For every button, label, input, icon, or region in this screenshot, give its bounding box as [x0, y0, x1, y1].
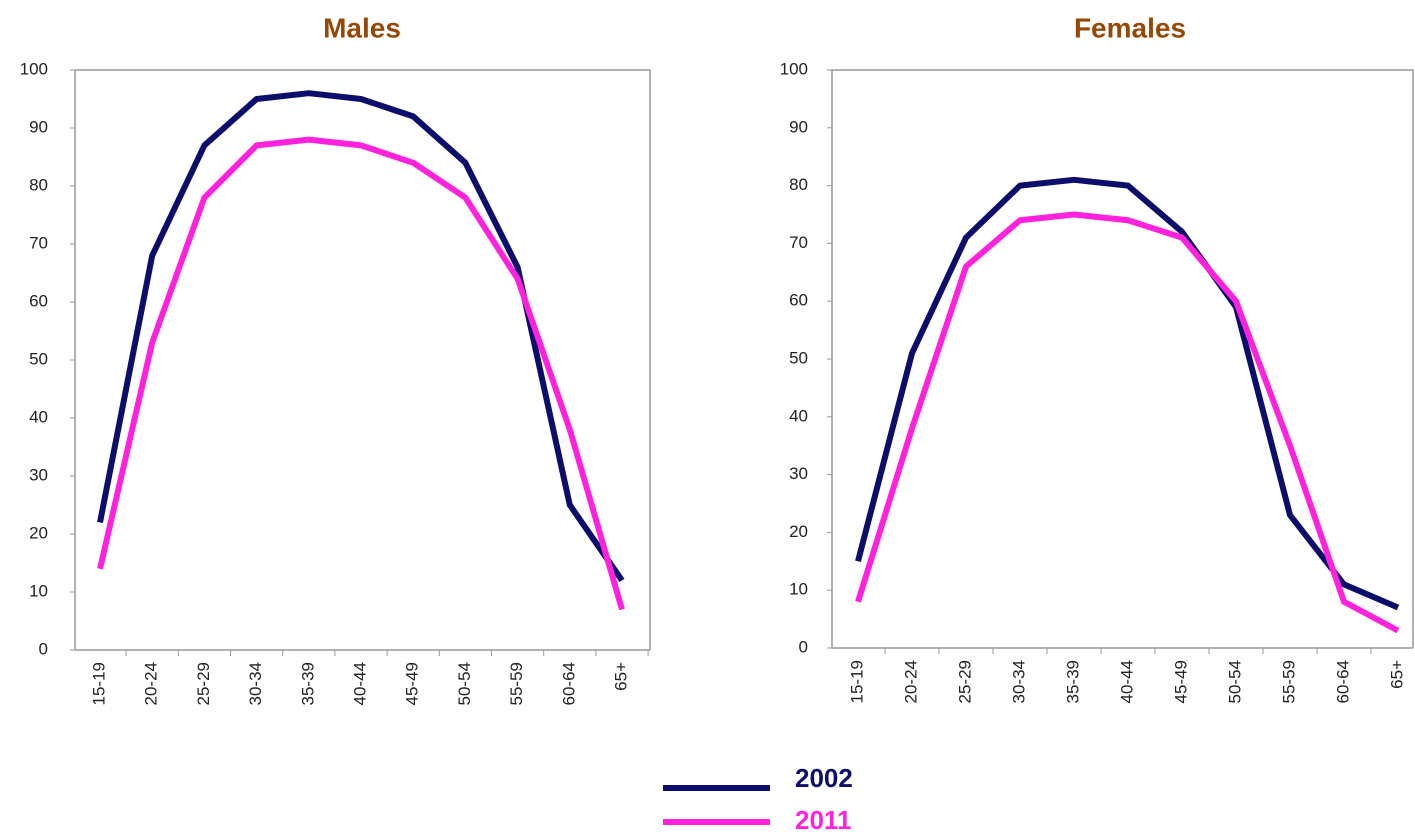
y-tick-label: 20: [29, 523, 48, 542]
y-tick-label: 20: [789, 522, 808, 541]
x-tick-label: 45-49: [403, 662, 422, 705]
x-tick-label: 40-44: [350, 662, 369, 705]
y-tick-label: 50: [789, 348, 808, 367]
x-tick-label: 60-64: [559, 662, 578, 705]
y-tick-label: 10: [29, 581, 48, 600]
x-tick-label: 35-39: [1063, 660, 1082, 703]
x-tick-label: 25-29: [194, 662, 213, 705]
x-tick-label: 25-29: [955, 660, 974, 703]
x-tick-label: 65+: [1387, 660, 1406, 689]
y-tick-label: 50: [29, 349, 48, 368]
y-tick-label: 100: [20, 59, 48, 78]
y-tick-label: 70: [789, 233, 808, 252]
x-tick-label: 30-34: [1009, 660, 1028, 703]
x-tick-label: 15-19: [847, 660, 866, 703]
x-tick-label: 50-54: [1225, 660, 1244, 703]
y-tick-label: 100: [780, 59, 808, 78]
chart-title: Females: [1074, 12, 1186, 43]
y-tick-label: 90: [789, 117, 808, 136]
y-tick-label: 60: [29, 291, 48, 310]
x-tick-label: 35-39: [298, 662, 317, 705]
y-tick-label: 10: [789, 580, 808, 599]
series-line: [97, 90, 625, 583]
y-tick-label: 70: [29, 233, 48, 252]
x-tick-label: 65+: [611, 662, 630, 691]
plot-frame: [74, 69, 651, 650]
chart-title: Males: [323, 12, 401, 43]
x-tick-label: 15-19: [89, 662, 108, 705]
legend-label: 2002: [795, 763, 853, 793]
y-tick-label: 30: [29, 465, 48, 484]
x-tick-label: 55-59: [1279, 660, 1298, 703]
series-line: [855, 176, 1400, 611]
x-tick-label: 20-24: [901, 660, 920, 703]
series-line: [855, 211, 1400, 634]
x-tick-label: 50-54: [455, 662, 474, 705]
y-tick-label: 90: [29, 117, 48, 136]
series-line: [97, 136, 625, 611]
y-tick-label: 40: [789, 406, 808, 425]
y-tick-label: 80: [789, 175, 808, 194]
x-tick-label: 60-64: [1333, 660, 1352, 703]
y-tick-label: 30: [789, 464, 808, 483]
x-tick-label: 45-49: [1171, 660, 1190, 703]
x-tick-label: 30-34: [246, 662, 265, 705]
y-tick-label: 80: [29, 175, 48, 194]
x-tick-label: 40-44: [1117, 660, 1136, 703]
x-tick-label: 20-24: [142, 662, 161, 705]
x-tick-label: 55-59: [507, 662, 526, 705]
y-tick-label: 60: [789, 291, 808, 310]
y-tick-label: 40: [29, 407, 48, 426]
y-tick-label: 0: [799, 637, 808, 656]
y-tick-label: 0: [39, 639, 48, 658]
legend-label: 2011: [795, 805, 851, 835]
